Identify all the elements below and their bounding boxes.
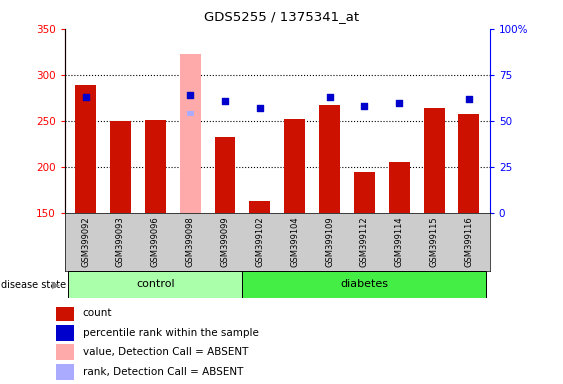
- Point: [81, 94, 90, 100]
- Point: [325, 94, 334, 100]
- Text: GSM399096: GSM399096: [151, 216, 160, 267]
- Bar: [180, 54, 200, 213]
- Bar: [284, 119, 305, 213]
- Text: ▶: ▶: [52, 280, 60, 290]
- Bar: [319, 105, 340, 213]
- Text: GSM399092: GSM399092: [81, 216, 90, 266]
- Bar: [215, 137, 235, 213]
- Point: [256, 105, 265, 111]
- Text: count: count: [83, 308, 113, 318]
- Bar: [75, 85, 96, 213]
- Text: GSM399098: GSM399098: [186, 216, 195, 267]
- Text: GSM399115: GSM399115: [430, 216, 439, 266]
- Bar: [110, 121, 131, 213]
- Text: GSM399116: GSM399116: [464, 216, 473, 267]
- Bar: [389, 162, 410, 213]
- Text: GSM399109: GSM399109: [325, 216, 334, 266]
- Bar: [56, 325, 74, 341]
- Bar: [249, 201, 270, 213]
- Bar: [423, 108, 445, 213]
- Text: GSM399093: GSM399093: [116, 216, 125, 267]
- Text: GSM399104: GSM399104: [290, 216, 299, 266]
- Point: [464, 96, 473, 102]
- Point: [395, 99, 404, 106]
- Text: GSM399114: GSM399114: [395, 216, 404, 266]
- Bar: [354, 172, 375, 213]
- Bar: [56, 344, 74, 361]
- Text: GDS5255 / 1375341_at: GDS5255 / 1375341_at: [204, 10, 359, 23]
- Text: disease state: disease state: [1, 280, 66, 290]
- Text: value, Detection Call = ABSENT: value, Detection Call = ABSENT: [83, 348, 248, 358]
- Bar: [243, 271, 486, 298]
- Bar: [56, 364, 74, 380]
- Text: percentile rank within the sample: percentile rank within the sample: [83, 328, 259, 338]
- Text: GSM399112: GSM399112: [360, 216, 369, 266]
- Bar: [145, 120, 166, 213]
- Bar: [68, 271, 243, 298]
- Text: diabetes: diabetes: [341, 279, 388, 289]
- Bar: [56, 305, 74, 321]
- Text: GSM399102: GSM399102: [256, 216, 265, 266]
- Bar: [186, 111, 194, 116]
- Bar: [458, 114, 479, 213]
- Point: [221, 98, 230, 104]
- Text: control: control: [136, 279, 175, 289]
- Text: rank, Detection Call = ABSENT: rank, Detection Call = ABSENT: [83, 367, 243, 377]
- Point: [186, 92, 195, 98]
- Text: GSM399099: GSM399099: [221, 216, 230, 266]
- Point: [360, 103, 369, 109]
